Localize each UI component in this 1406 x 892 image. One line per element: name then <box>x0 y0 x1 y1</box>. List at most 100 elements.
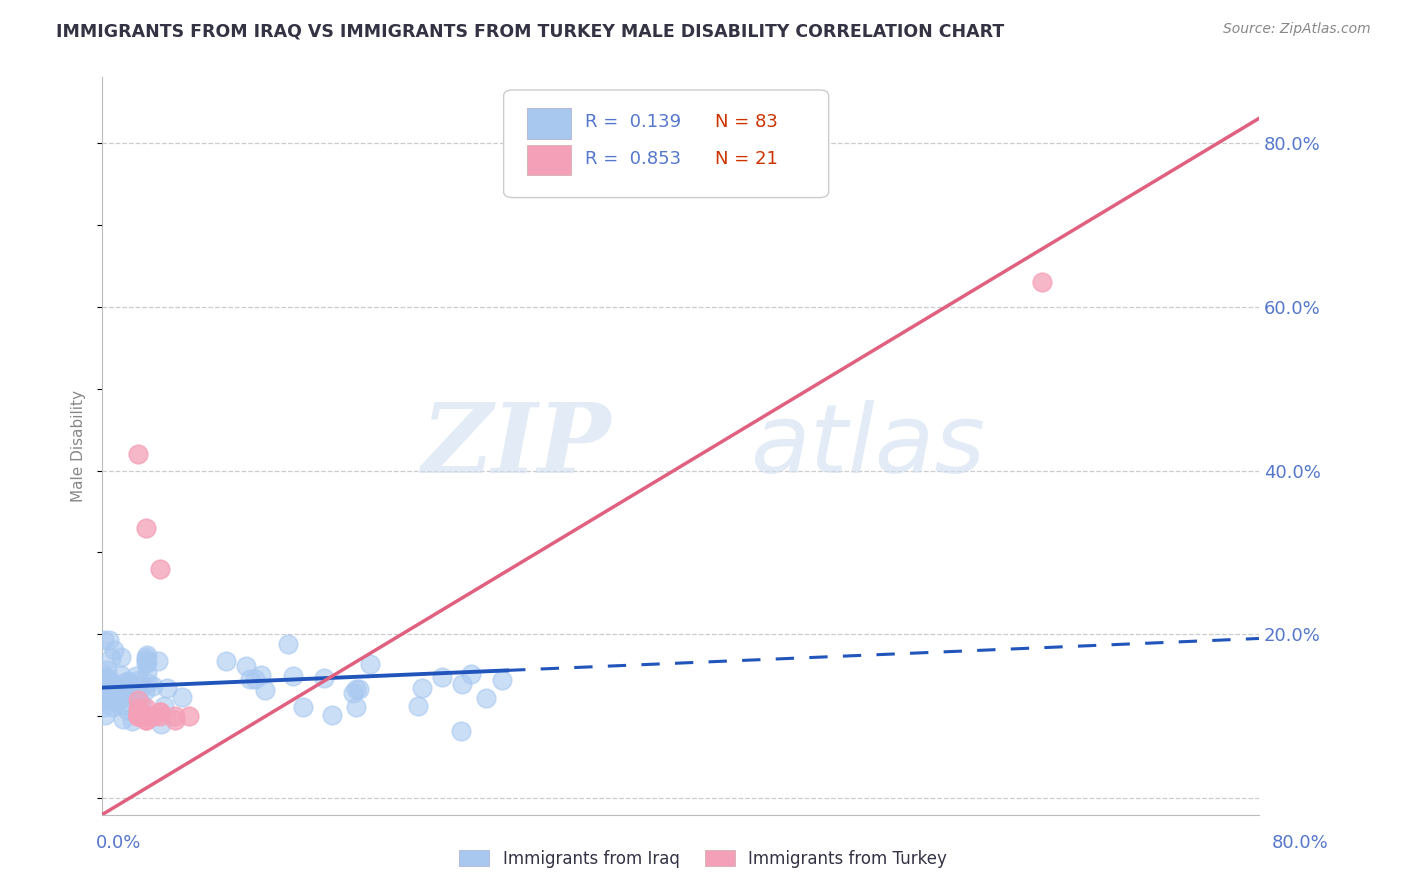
Text: IMMIGRANTS FROM IRAQ VS IMMIGRANTS FROM TURKEY MALE DISABILITY CORRELATION CHART: IMMIGRANTS FROM IRAQ VS IMMIGRANTS FROM … <box>56 22 1004 40</box>
Point <box>127 709 149 723</box>
Point <box>245 672 267 686</box>
Point <box>344 681 367 696</box>
Point <box>104 683 127 698</box>
Point <box>359 657 381 671</box>
Point <box>117 673 139 688</box>
Point <box>342 686 364 700</box>
Point <box>177 709 200 723</box>
Point <box>127 447 149 461</box>
Point <box>93 668 115 682</box>
Point <box>135 656 157 670</box>
Point <box>135 714 157 728</box>
Point <box>128 673 150 688</box>
Point <box>104 694 127 708</box>
Point <box>291 700 314 714</box>
Point <box>135 709 157 723</box>
Point <box>430 669 453 683</box>
Point <box>127 709 149 723</box>
Point <box>136 675 159 690</box>
Point <box>156 681 179 696</box>
Point <box>101 675 124 690</box>
Point <box>93 699 115 714</box>
Point <box>120 677 142 691</box>
Point <box>238 673 260 687</box>
Point <box>153 698 176 713</box>
Point <box>96 663 118 677</box>
Point <box>100 675 122 690</box>
Point <box>134 683 156 698</box>
Point <box>127 709 149 723</box>
Point <box>117 683 139 698</box>
Point <box>136 657 159 671</box>
Point <box>149 562 172 576</box>
Point <box>101 676 124 690</box>
Point <box>148 654 170 668</box>
Point <box>97 633 120 648</box>
Point <box>150 717 173 731</box>
Point <box>97 686 120 700</box>
Point <box>127 708 149 723</box>
Point <box>235 659 257 673</box>
FancyBboxPatch shape <box>527 108 571 138</box>
Point <box>277 637 299 651</box>
Point <box>135 653 157 667</box>
Point <box>135 650 157 665</box>
Text: ZIP: ZIP <box>422 399 612 493</box>
Point <box>108 698 131 713</box>
Point <box>127 701 149 715</box>
Point <box>314 671 336 685</box>
Point <box>115 702 138 716</box>
Point <box>118 688 141 702</box>
Point <box>451 677 474 691</box>
Point <box>105 686 128 700</box>
Point <box>135 701 157 715</box>
Y-axis label: Male Disability: Male Disability <box>72 390 86 502</box>
Point <box>111 678 134 692</box>
Point <box>170 690 193 705</box>
Point <box>115 675 138 690</box>
Point <box>142 709 165 723</box>
Text: N = 83: N = 83 <box>716 113 778 131</box>
Text: R =  0.139: R = 0.139 <box>585 113 681 131</box>
Point <box>149 709 172 723</box>
Point <box>135 521 157 535</box>
Point <box>129 696 152 710</box>
Point <box>96 670 118 684</box>
Text: 80.0%: 80.0% <box>1272 834 1329 852</box>
Point <box>214 654 236 668</box>
Point <box>347 681 370 696</box>
Point <box>142 679 165 693</box>
Point <box>115 683 138 698</box>
Legend: Immigrants from Iraq, Immigrants from Turkey: Immigrants from Iraq, Immigrants from Tu… <box>453 844 953 875</box>
Point <box>250 668 273 682</box>
Point <box>344 699 367 714</box>
Point <box>96 692 118 706</box>
Point <box>281 669 304 683</box>
Point <box>111 712 134 726</box>
Point <box>103 643 125 657</box>
Point <box>100 700 122 714</box>
Point <box>127 693 149 707</box>
Point <box>411 681 433 695</box>
Point <box>94 708 117 723</box>
Point <box>460 667 482 681</box>
Point <box>149 705 172 719</box>
Point <box>94 673 117 687</box>
Point <box>110 690 132 705</box>
Point <box>124 686 146 700</box>
Text: N = 21: N = 21 <box>716 150 778 169</box>
Point <box>105 694 128 708</box>
Point <box>406 698 429 713</box>
Point <box>110 668 132 682</box>
Text: Source: ZipAtlas.com: Source: ZipAtlas.com <box>1223 22 1371 37</box>
FancyBboxPatch shape <box>527 145 571 176</box>
Point <box>97 687 120 701</box>
Text: 0.0%: 0.0% <box>96 834 141 852</box>
Point <box>93 633 115 648</box>
Point <box>93 672 115 686</box>
Point <box>103 680 125 694</box>
Point <box>121 714 143 728</box>
Point <box>100 651 122 665</box>
FancyBboxPatch shape <box>503 90 828 198</box>
Point <box>135 714 157 728</box>
